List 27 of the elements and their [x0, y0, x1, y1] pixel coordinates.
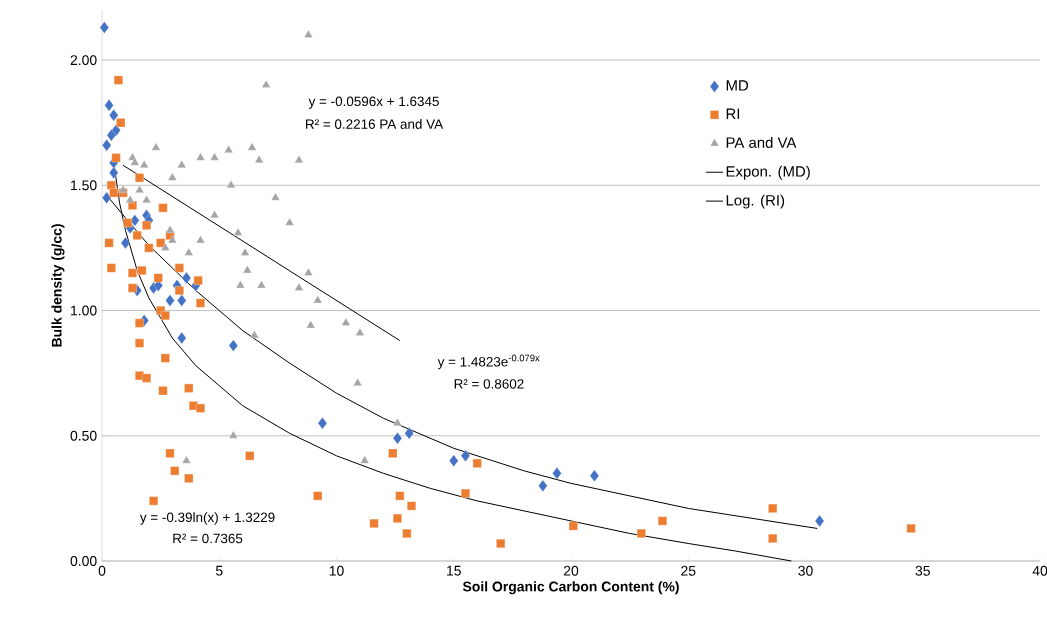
- y-tick-label: 1.00: [71, 305, 97, 316]
- legend-label: Log. (RI): [726, 194, 785, 209]
- legend-label: Expon. (MD): [726, 165, 810, 180]
- y-tick-label: 0.00: [70, 556, 97, 566]
- x-tick-label: 20: [563, 565, 579, 576]
- x-tick-label: 15: [447, 565, 461, 576]
- annotation: R² = 0.8602: [454, 379, 524, 389]
- annotation: y = -0.39ln(x) + 1.3229: [139, 512, 275, 525]
- x-tick-label: 35: [915, 565, 930, 576]
- y-axis-title: Bulk density (g/cc): [51, 224, 65, 347]
- annotation: y = 1.4823e$^{-0.079x}$: [437, 354, 540, 370]
- x-axis-title: Soil Organic Carbon Content (%): [462, 581, 679, 595]
- annotation: R² = 0.2216 PA and VA: [306, 119, 444, 129]
- x-tick-label: 0: [98, 565, 106, 576]
- x-tick-label: 5: [215, 565, 223, 576]
- legend-label: MD: [726, 80, 749, 91]
- legend-label: PA and VA: [726, 136, 797, 148]
- legend-label: RI: [726, 108, 740, 119]
- annotation: y = -0.0596x + 1.6345: [308, 96, 439, 109]
- y-tick-label: 2.00: [70, 55, 97, 66]
- x-tick-label: 30: [798, 565, 813, 576]
- y-tick-label: 1.50: [71, 180, 97, 191]
- x-tick-label: 10: [329, 565, 344, 576]
- x-tick-label: 25: [681, 565, 696, 576]
- annotation: R² = 0.7365: [173, 533, 243, 544]
- y-tick-label: 0.50: [70, 430, 97, 441]
- x-tick-label: 40: [1032, 565, 1047, 576]
